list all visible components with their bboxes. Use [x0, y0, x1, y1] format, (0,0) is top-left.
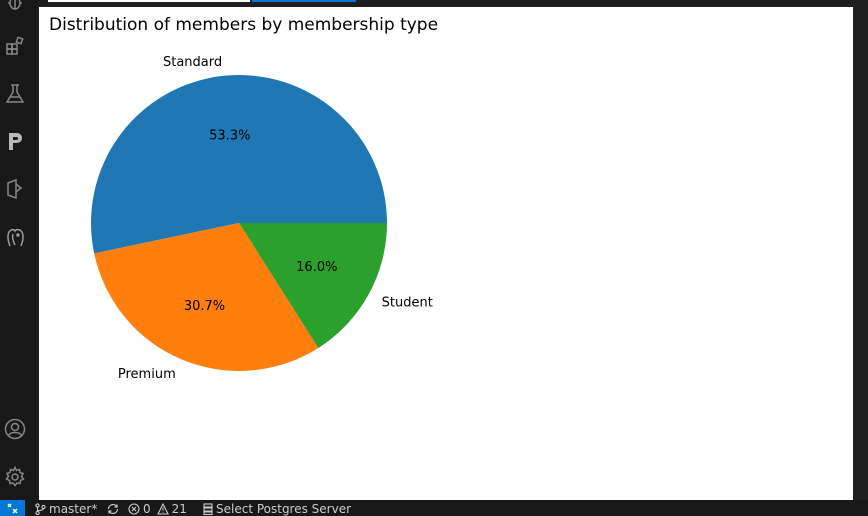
- warning-count: 21: [171, 502, 187, 516]
- activity-bar: [0, 0, 38, 500]
- remote-indicator-button[interactable]: [0, 500, 25, 516]
- branch-status[interactable]: master*: [35, 502, 120, 516]
- database-icon[interactable]: [4, 178, 26, 200]
- pie-pct-label-standard: 53.3%: [209, 129, 250, 144]
- pie-category-label-premium: Premium: [118, 367, 176, 382]
- error-icon: [128, 503, 140, 515]
- remote-icon: [7, 503, 18, 514]
- postgres-server-label: Select Postgres Server: [216, 502, 352, 516]
- error-count: 0: [143, 502, 151, 516]
- git-branch-icon: [35, 503, 46, 515]
- editor-tab-strip: [38, 0, 868, 7]
- settings-gear-icon[interactable]: [4, 466, 26, 488]
- pie-chart: 53.3% Standard 30.7% Premium 16.0% Student: [91, 55, 433, 382]
- testing-icon[interactable]: [4, 83, 26, 105]
- pie-slice-premium: [94, 223, 319, 372]
- problems-status[interactable]: 0 21: [128, 502, 187, 516]
- pie-category-label-standard: Standard: [163, 55, 222, 70]
- pie-slice-standard: [91, 75, 388, 254]
- warning-icon: [156, 503, 169, 515]
- sync-icon: [108, 503, 119, 515]
- extensions-icon[interactable]: [4, 35, 26, 57]
- chart-output-panel: Distribution of members by membership ty…: [39, 7, 853, 500]
- postgres-server-selector[interactable]: Select Postgres Server: [203, 502, 351, 516]
- server-icon: [203, 503, 213, 515]
- pie-category-label-student: Student: [382, 295, 433, 310]
- scroll-gutter: [853, 7, 868, 500]
- pie-pct-label-student: 16.0%: [296, 260, 337, 275]
- status-bar: master* 0 21 Select Postgres Server: [0, 500, 868, 516]
- postman-icon[interactable]: [4, 130, 26, 152]
- branch-name: master*: [49, 502, 98, 516]
- chart-title: Distribution of members by membership ty…: [49, 15, 439, 35]
- tab-active-indicator[interactable]: [48, 0, 250, 2]
- debug-icon[interactable]: [4, 0, 26, 12]
- account-icon[interactable]: [4, 418, 26, 440]
- pie-slice-student: [239, 223, 387, 348]
- pie-pct-label-premium: 30.7%: [184, 299, 225, 314]
- tab-focus-indicator[interactable]: [252, 0, 356, 2]
- postgres-elephant-icon[interactable]: [4, 227, 26, 249]
